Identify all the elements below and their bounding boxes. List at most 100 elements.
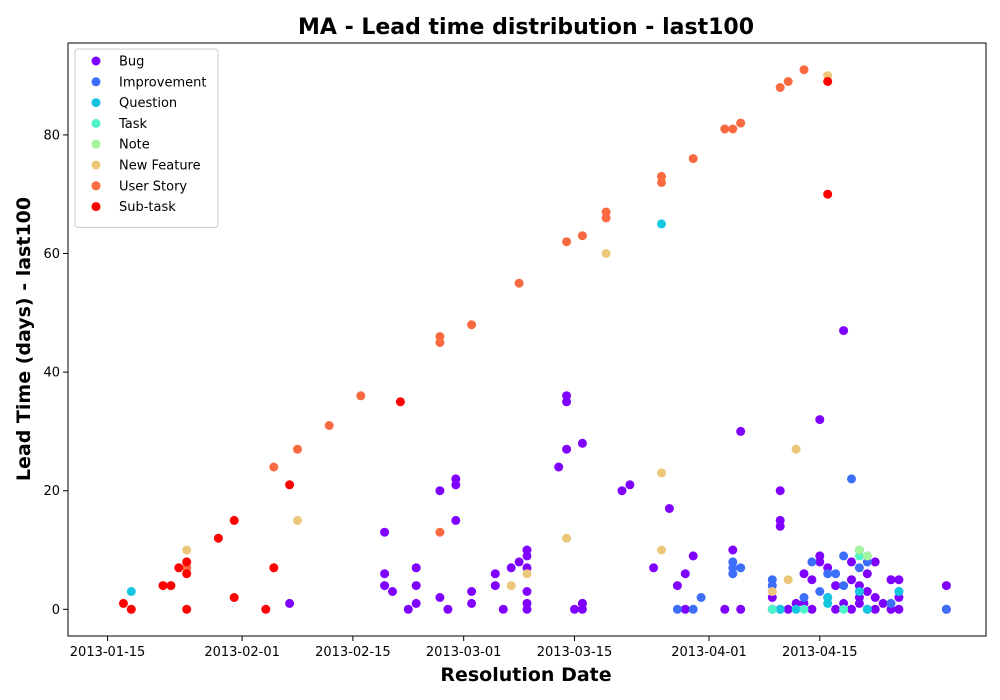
data-point bbox=[775, 486, 785, 496]
data-point bbox=[839, 604, 849, 614]
data-point bbox=[941, 604, 951, 614]
y-tick-label: 80 bbox=[43, 128, 60, 143]
data-point bbox=[854, 587, 864, 596]
data-point bbox=[870, 557, 880, 567]
data-point bbox=[791, 444, 801, 454]
data-point bbox=[728, 569, 738, 579]
data-point bbox=[799, 593, 809, 602]
data-point bbox=[506, 581, 516, 591]
data-point bbox=[522, 569, 532, 579]
data-point bbox=[229, 515, 239, 525]
data-point bbox=[261, 604, 271, 614]
data-point bbox=[807, 557, 817, 567]
data-point bbox=[823, 77, 833, 86]
data-point bbox=[601, 213, 611, 223]
data-point bbox=[831, 581, 841, 591]
data-point bbox=[443, 604, 453, 614]
data-point bbox=[870, 604, 880, 614]
data-point bbox=[775, 83, 785, 92]
data-point bbox=[498, 604, 508, 614]
data-point bbox=[894, 575, 904, 585]
data-point bbox=[601, 249, 611, 258]
data-point bbox=[577, 231, 587, 241]
data-point bbox=[775, 604, 785, 614]
legend-box bbox=[74, 48, 219, 228]
data-point bbox=[815, 415, 825, 425]
data-point bbox=[356, 391, 366, 401]
data-point bbox=[847, 474, 856, 484]
data-point bbox=[514, 278, 524, 288]
data-point bbox=[783, 575, 793, 585]
legend-marker bbox=[91, 139, 101, 149]
data-point bbox=[815, 551, 825, 561]
data-point bbox=[696, 593, 706, 602]
data-point bbox=[166, 581, 176, 591]
x-tick-label: 2013-03-01 bbox=[426, 645, 502, 660]
x-tick-label: 2013-02-15 bbox=[315, 645, 391, 660]
data-point bbox=[562, 237, 572, 247]
data-point bbox=[664, 504, 674, 513]
data-point bbox=[554, 462, 564, 472]
data-point bbox=[182, 545, 192, 555]
data-point bbox=[451, 515, 461, 525]
data-point bbox=[285, 598, 295, 608]
data-point bbox=[862, 551, 872, 561]
legend-marker bbox=[91, 160, 101, 170]
y-axis-label: Lead Time (days) - last100 bbox=[13, 197, 35, 481]
legend-label: Task bbox=[118, 117, 148, 132]
legend-marker bbox=[91, 202, 101, 212]
data-point bbox=[870, 593, 880, 602]
data-point bbox=[625, 480, 635, 490]
data-point bbox=[823, 598, 833, 608]
data-point bbox=[514, 557, 524, 567]
data-point bbox=[649, 563, 659, 573]
y-axis-ticks: 0 20 40 60 80 bbox=[43, 128, 68, 618]
data-point bbox=[894, 587, 904, 596]
data-point bbox=[451, 480, 461, 490]
data-point bbox=[522, 604, 532, 614]
data-point bbox=[269, 462, 279, 472]
data-point bbox=[435, 338, 445, 347]
data-point bbox=[467, 587, 477, 596]
x-tick-label: 2013-02-01 bbox=[204, 645, 280, 660]
y-tick-label: 60 bbox=[43, 247, 60, 262]
data-point bbox=[847, 575, 856, 585]
data-point bbox=[126, 604, 136, 614]
data-point bbox=[657, 219, 666, 229]
data-point bbox=[783, 604, 793, 614]
data-point bbox=[823, 569, 833, 579]
data-point bbox=[490, 569, 500, 579]
data-point bbox=[403, 604, 413, 614]
y-tick-label: 0 bbox=[52, 603, 60, 618]
data-point bbox=[506, 563, 516, 573]
legend-marker bbox=[91, 56, 101, 66]
data-point bbox=[862, 587, 872, 596]
data-point bbox=[688, 154, 698, 164]
data-point bbox=[380, 581, 390, 591]
plot-frame bbox=[67, 42, 987, 637]
data-point bbox=[854, 545, 864, 555]
legend-marker bbox=[91, 77, 101, 87]
data-point bbox=[688, 551, 698, 561]
data-point bbox=[174, 563, 184, 573]
legend-label: Sub-task bbox=[119, 200, 176, 215]
data-point bbox=[847, 557, 856, 567]
data-point bbox=[799, 65, 809, 75]
data-point bbox=[562, 533, 572, 543]
data-point bbox=[854, 598, 864, 608]
data-point bbox=[783, 77, 793, 86]
data-point bbox=[728, 124, 738, 134]
legend-label: New Feature bbox=[119, 159, 201, 174]
data-point bbox=[886, 575, 896, 585]
data-point bbox=[126, 587, 136, 596]
data-point bbox=[570, 604, 579, 614]
data-point bbox=[839, 326, 849, 336]
data-point bbox=[411, 563, 421, 573]
legend-marker bbox=[91, 98, 101, 108]
data-point bbox=[815, 587, 825, 596]
data-point bbox=[807, 575, 817, 585]
data-point bbox=[380, 569, 390, 579]
data-point bbox=[862, 569, 872, 579]
legend-marker bbox=[91, 181, 101, 191]
data-point bbox=[269, 563, 279, 573]
